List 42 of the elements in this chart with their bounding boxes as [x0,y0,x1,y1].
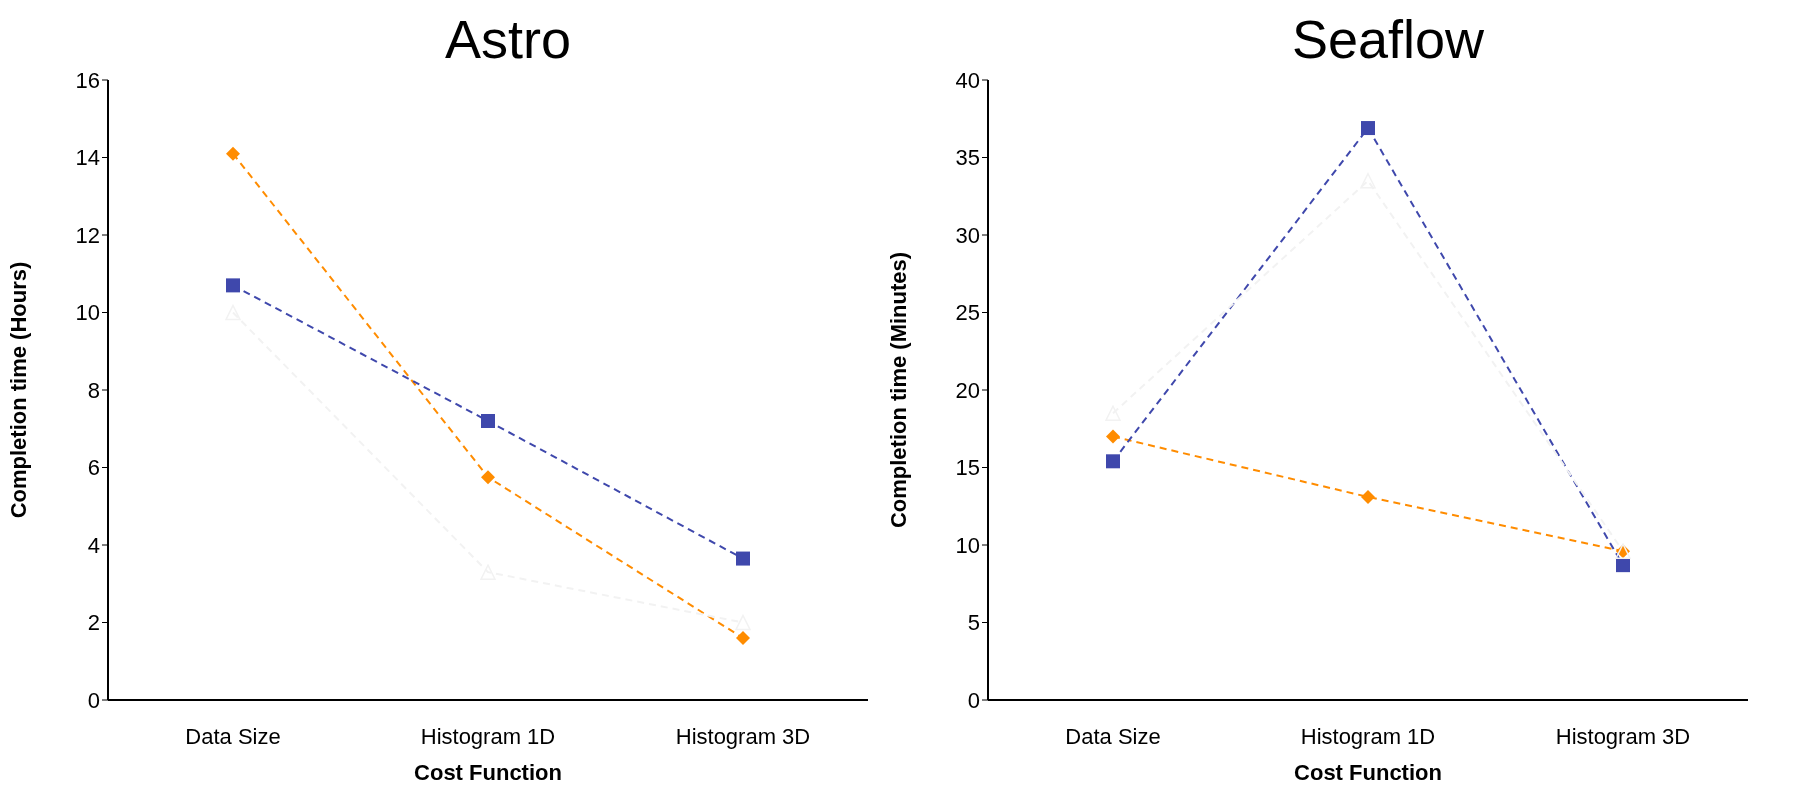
y-tick-label: 10 [955,532,980,558]
point [481,470,495,485]
x-tick-label: Histogram 1D [420,723,556,749]
x-axis-title: Cost Function [414,760,562,785]
y-tick-label: 8 [87,377,100,403]
y-tick-label: 4 [87,532,100,558]
point [1361,489,1375,504]
y-tick-label: 12 [75,222,100,248]
y-tick-label: 10 [75,300,100,326]
point [736,631,750,645]
y-tick-label: 0 [967,687,980,713]
x-tick-label: Data Size [1065,723,1161,749]
y-tick-label: 20 [955,377,980,403]
y-tick-label: 40 [955,67,980,93]
y-tick-label: 16 [75,67,100,93]
point [1361,121,1375,136]
y-tick-label: 35 [955,145,980,171]
point [1106,454,1120,469]
point [736,551,750,566]
point [1616,558,1630,573]
point [735,614,751,631]
x-axis-title: Cost Function [1294,760,1442,785]
y-axis-title: Completion time (Hours) [5,261,31,519]
y-tick-label: 6 [87,455,100,481]
x-tick-label: Histogram 3D [1555,723,1691,749]
y-tick-label: 25 [955,300,980,326]
y-tick-label: 5 [967,610,980,636]
y-tick-label: 0 [87,687,100,713]
x-tick-label: Histogram 1D [1300,723,1436,749]
y-tick-label: 14 [75,145,100,171]
y-axis-title: Completion time (Minutes) [885,251,911,529]
point [226,146,240,161]
y-tick-label: 30 [955,222,980,248]
y-tick-label: 2 [87,610,100,636]
x-tick-label: Histogram 3D [675,723,811,749]
point [226,278,240,293]
x-tick-label: Data Size [185,723,281,749]
y-tick-label: 15 [955,455,980,481]
chart-title: Astro [444,9,572,69]
chart-title: Seaflow [1291,9,1485,69]
point [1106,429,1120,444]
point [481,414,495,428]
